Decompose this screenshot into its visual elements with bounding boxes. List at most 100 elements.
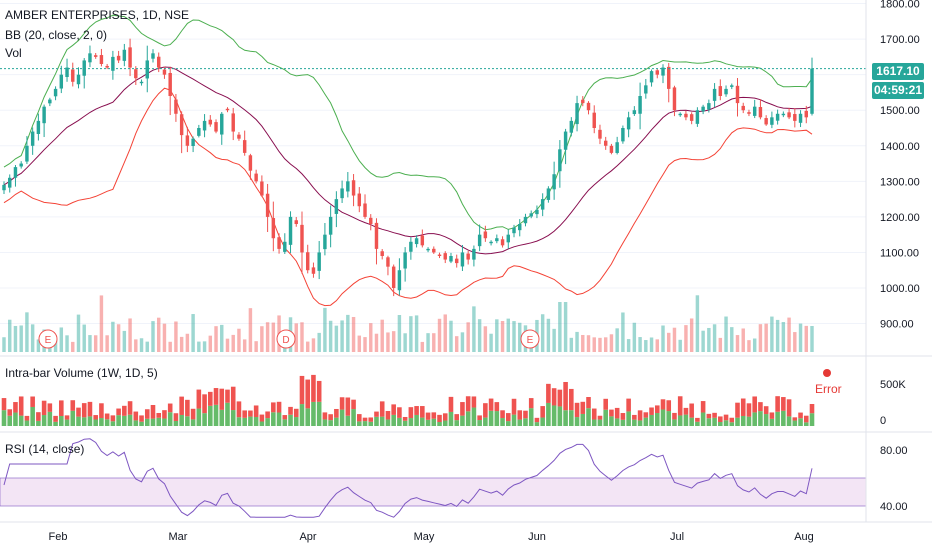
candle: [741, 102, 745, 114]
intrabar-up-bar: [408, 418, 414, 426]
volume-bar: [443, 314, 447, 352]
intrabar-down-bar: [81, 403, 87, 418]
volume-bar: [157, 317, 161, 352]
volume-bar: [8, 319, 12, 352]
intrabar-down-bar: [683, 407, 689, 415]
intrabar-down-bar: [379, 401, 385, 417]
intrabar-up-bar: [528, 408, 534, 426]
candle: [265, 183, 270, 232]
intrabar-up-bar: [219, 409, 225, 426]
intrabar-up-bar: [18, 415, 24, 426]
intrabar-up-bar: [162, 418, 167, 426]
intrabar-down-bar: [1, 398, 7, 411]
volume-bar: [374, 333, 379, 352]
volume-bar: [552, 328, 556, 352]
volume-bar: [242, 339, 247, 352]
candle: [495, 234, 499, 244]
candle: [523, 213, 528, 227]
volume-bar: [615, 328, 619, 352]
volume-bar: [265, 322, 270, 352]
intrabar-volume-legend[interactable]: Intra-bar Volume (1W, 1D, 5): [5, 366, 158, 380]
candle-body: [638, 96, 642, 114]
candle: [684, 110, 688, 121]
volume-bar: [689, 318, 694, 352]
intrabar-up-bar: [351, 409, 356, 426]
intrabar-up-bar: [30, 406, 35, 426]
candle-body: [655, 70, 659, 75]
intrabar-down-bar: [185, 399, 190, 417]
candle: [76, 67, 81, 89]
candle: [655, 68, 659, 79]
volume-bar: [99, 295, 104, 352]
intrabar-down-bar: [712, 412, 717, 418]
candle-body: [540, 199, 545, 210]
candle-body: [678, 113, 682, 116]
volume-bar: [260, 326, 264, 352]
candle: [59, 65, 64, 94]
intrabar-down-bar: [242, 410, 247, 418]
intrabar-down-bar: [139, 415, 144, 422]
candle-body: [409, 241, 413, 252]
intrabar-down-bar: [219, 388, 225, 410]
volume-bar: [454, 336, 459, 352]
intrabar-down-bar: [397, 407, 402, 418]
volume-bar: [586, 335, 591, 352]
volume-bar: [82, 324, 86, 352]
intrabar-up-bar: [47, 411, 53, 426]
bb-legend[interactable]: BB (20, close, 2, 0): [5, 28, 108, 42]
bb-upper-line: [3, 14, 813, 231]
candle-body: [334, 199, 339, 214]
candle: [93, 52, 98, 59]
candle: [105, 63, 109, 70]
time-axis[interactable]: Feb Mar Apr May Jun Jul Aug: [49, 531, 814, 543]
rsi-overbought-oversold-band: [0, 477, 867, 507]
candle-body: [25, 145, 29, 162]
candle: [432, 246, 436, 254]
error-label[interactable]: Error: [815, 382, 842, 396]
intrabar-tick-label: 500K: [880, 379, 906, 391]
volume-bar: [449, 320, 453, 352]
intrabar-down-bar: [718, 416, 723, 423]
vol-legend[interactable]: Vol: [5, 46, 22, 60]
intrabar-down-bar: [672, 412, 677, 420]
candle-body: [99, 55, 104, 64]
volume-bar: [145, 341, 149, 352]
volume-bar: [483, 326, 488, 352]
intrabar-up-bar: [225, 402, 230, 426]
symbol-legend[interactable]: AMBER ENTERPRISES, 1D, NSE: [5, 8, 190, 22]
intrabar-up-bar: [271, 412, 276, 426]
volume-bar: [667, 332, 671, 352]
intrabar-up-bar: [420, 417, 425, 426]
rsi-legend[interactable]: RSI (14, close): [5, 442, 85, 456]
candle-body: [403, 252, 407, 269]
intrabar-down-bar: [276, 401, 282, 413]
intrabar-down-bar: [190, 408, 196, 420]
candle-body: [793, 114, 797, 121]
volume-bar: [93, 335, 98, 352]
intrabar-up-bar: [660, 409, 666, 426]
candle-body: [775, 113, 780, 121]
volume-bar: [621, 312, 625, 352]
candle-body: [139, 81, 144, 84]
candle: [649, 69, 654, 87]
candle: [277, 233, 281, 254]
intrabar-down-bar: [391, 404, 396, 415]
intrabar-up-bar: [110, 421, 116, 426]
candle: [581, 96, 585, 107]
candle-body: [701, 106, 705, 112]
intrabar-up-bar: [116, 415, 121, 426]
intrabar-up-bar: [253, 417, 259, 426]
intrabar-up-bar: [712, 417, 717, 426]
rsi-tick-label: 80.00: [880, 445, 908, 457]
intrabar-down-bar: [620, 413, 626, 420]
intrabar-down-bar: [557, 389, 563, 407]
candle-body: [460, 252, 465, 267]
intrabar-up-bar: [202, 413, 207, 426]
intrabar-down-bar: [781, 397, 786, 411]
intrabar-volume-bars: [1, 374, 815, 426]
candle: [391, 264, 396, 297]
candle-body: [369, 217, 373, 224]
countdown-tag: 04:59:21: [872, 82, 924, 99]
